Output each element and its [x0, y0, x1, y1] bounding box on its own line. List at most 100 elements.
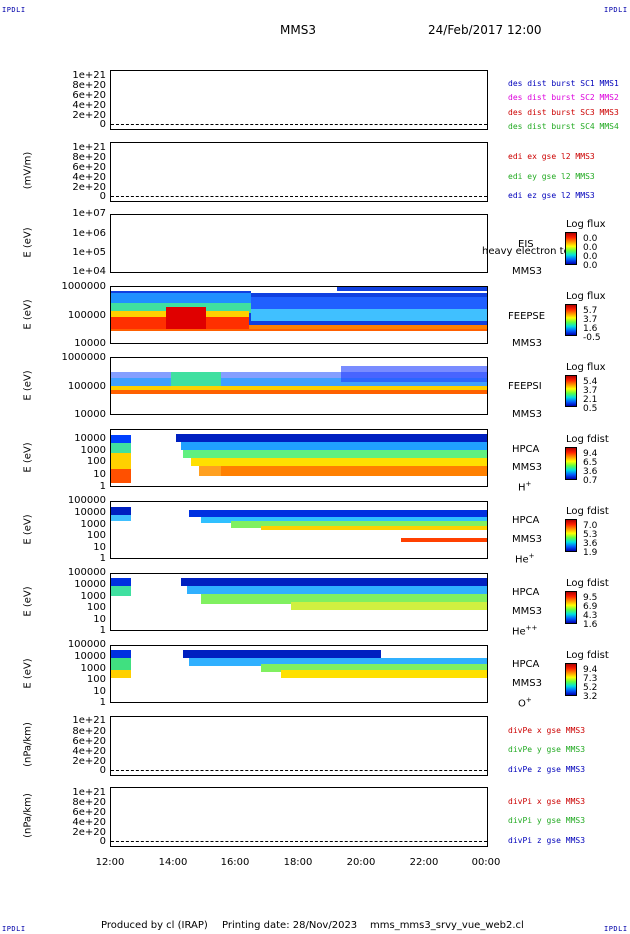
- ytick: 8e+20: [72, 152, 106, 163]
- cbar-value: 6.5: [583, 458, 598, 468]
- ytick: 10: [93, 614, 106, 625]
- cbar-value: 5.7: [583, 306, 598, 316]
- legend-des-sc2: des dist burst SC2 MMS2: [508, 93, 619, 102]
- ytick: 4e+20: [72, 817, 106, 828]
- footer-printing: Printing date: 28/Nov/2023: [222, 920, 358, 931]
- cbar-value: 0.0: [583, 234, 598, 244]
- legend-des-sc4: des dist burst SC4 MMS4: [508, 122, 619, 131]
- ytick: 6e+20: [72, 736, 106, 747]
- ytick: 2e+20: [72, 110, 106, 121]
- ylabel-divpe: (nPa/km): [22, 722, 34, 767]
- date-title: 24/Feb/2017 12:00: [428, 23, 542, 37]
- ytick: 100000: [67, 310, 106, 321]
- ytick: 0: [99, 836, 106, 847]
- ytick: 1000000: [61, 352, 106, 363]
- instrument-feepse-sc: MMS3: [512, 338, 542, 349]
- cbar-title-feepsi: Log flux: [566, 362, 606, 373]
- zero-line: [111, 196, 487, 197]
- panel-hpca-hepp: [110, 573, 488, 631]
- legend-divpe-x: divPe x gse MMS3: [508, 726, 586, 735]
- colorbar-hpca-he: [565, 519, 577, 552]
- xtick: 18:00: [283, 857, 313, 868]
- species-name: He: [512, 626, 526, 638]
- cbar-value: 0.7: [583, 476, 598, 486]
- species-charge: ++: [525, 624, 538, 632]
- legend-divpe-z: divPe z gse MMS3: [508, 765, 586, 774]
- spectrogram-hpca-h: [111, 434, 487, 483]
- spectrogram-feepsi: [111, 366, 487, 394]
- cbar-value: 0.0: [583, 243, 598, 253]
- species-name: He: [515, 554, 529, 566]
- ylabel-edi: (mV/m): [22, 151, 34, 190]
- xtick: 00:00: [471, 857, 501, 868]
- cbar-value: 1.9: [583, 548, 598, 558]
- xtick: 14:00: [158, 857, 188, 868]
- ytick: 0: [99, 191, 106, 202]
- ylabel-hpca-o: E (eV): [22, 658, 34, 689]
- ytick: 10000: [74, 338, 106, 349]
- ytick: 4e+20: [72, 746, 106, 757]
- ytick: 100000: [67, 495, 106, 506]
- panel-hpca-he: [110, 501, 488, 559]
- ytick: 1e+04: [72, 266, 106, 277]
- instrument-hpca-o: HPCA: [512, 659, 540, 670]
- cbar-value: 9.4: [583, 665, 598, 675]
- cbar-value: 5.4: [583, 377, 598, 387]
- xtick: 16:00: [220, 857, 250, 868]
- colorbar-hpca-o: [565, 663, 577, 696]
- ytick: 4e+20: [72, 172, 106, 183]
- ytick: 10000: [74, 409, 106, 420]
- corner-mark-br: IPDLI: [604, 925, 628, 933]
- xtick: 12:00: [95, 857, 125, 868]
- panel-eis: [110, 214, 488, 273]
- instrument-hpca-he: HPCA: [512, 515, 540, 526]
- panel-feepsi: [110, 357, 488, 415]
- colorbar-hpca-hepp: [565, 591, 577, 624]
- legend-edi-ey: edi ey gse l2 MMS3: [508, 172, 595, 181]
- cbar-value: 3.6: [583, 539, 598, 549]
- spectrogram-hpca-he: [111, 507, 487, 542]
- ytick: 2e+20: [72, 827, 106, 838]
- instrument-hpca-h: HPCA: [512, 444, 540, 455]
- cbar-value: 5.3: [583, 530, 598, 540]
- ytick: 1e+21: [72, 787, 106, 798]
- ylabel-eis: E (eV): [22, 227, 34, 258]
- zero-line: [111, 770, 487, 771]
- xtick: 22:00: [409, 857, 439, 868]
- corner-mark-bl: IPDLI: [2, 925, 26, 933]
- instrument-hpca-hepp-sc: MMS3: [512, 606, 542, 617]
- cbar-value: 4.3: [583, 611, 598, 621]
- colorbar-eis: [565, 232, 577, 265]
- cbar-value: 5.2: [583, 683, 598, 693]
- panel-divpe: [110, 716, 488, 776]
- instrument-hpca-h-sc: MMS3: [512, 462, 542, 473]
- instrument-eis-sc: MMS3: [512, 266, 542, 277]
- cbar-value: 3.7: [583, 386, 598, 396]
- eis-overlay-text: heavy electron to: [482, 246, 570, 257]
- species-name: H: [518, 482, 526, 494]
- ytick: 8e+20: [72, 726, 106, 737]
- cbar-value: 3.6: [583, 467, 598, 477]
- corner-mark-tl: IPDLI: [2, 6, 26, 14]
- ylabel-hpca-hepp: E (eV): [22, 586, 34, 617]
- species-h: H+: [518, 480, 531, 493]
- ytick: 100: [86, 530, 106, 541]
- cbar-value: -0.5: [583, 333, 601, 343]
- legend-des-sc1: des dist burst SC1 MMS1: [508, 79, 619, 88]
- ytick: 10000: [74, 651, 106, 662]
- cbar-title-hpca-o: Log fdist: [566, 650, 609, 661]
- ytick: 10000: [74, 579, 106, 590]
- instrument-hpca-he-sc: MMS3: [512, 534, 542, 545]
- footer-produced: Produced by cl (IRAP): [101, 920, 208, 931]
- cbar-title-eis: Log flux: [566, 219, 606, 230]
- species-hepp: He++: [512, 624, 537, 637]
- ytick: 100000: [67, 567, 106, 578]
- ytick: 1000: [80, 519, 106, 530]
- colorbar-hpca-h: [565, 447, 577, 480]
- ytick: 1e+21: [72, 715, 106, 726]
- footer-file: mms_mms3_srvy_vue_web2.cl: [370, 920, 524, 931]
- ytick: 1e+05: [72, 247, 106, 258]
- xtick: 20:00: [346, 857, 376, 868]
- ytick: 2e+20: [72, 756, 106, 767]
- ylabel-feepsi: E (eV): [22, 370, 34, 401]
